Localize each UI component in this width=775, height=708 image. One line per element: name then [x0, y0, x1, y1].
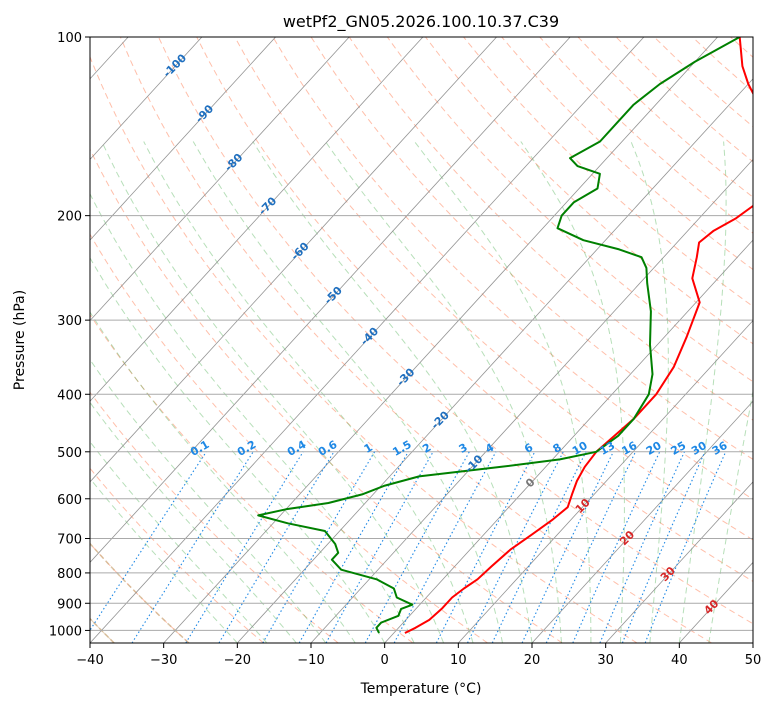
dewpoint-profile-line: [257, 37, 741, 634]
y-tick-label: 1000: [49, 624, 82, 639]
y-axis-label: Pressure (hPa): [12, 290, 28, 390]
isotherm-line: [384, 239, 753, 643]
isotherm-line: [90, 37, 571, 563]
mixing-ratio-line: [185, 451, 304, 643]
mixing-ratio-line: [644, 451, 727, 643]
y-tick-label: 300: [57, 314, 82, 329]
mixing-ratio-line: [325, 451, 434, 643]
x-tick-label: 30: [597, 653, 614, 668]
dry-adiabat-line: [196, 37, 753, 582]
isotherm-line: [90, 37, 497, 483]
isotherm-line: [458, 319, 753, 643]
isotherm-line: [90, 37, 645, 643]
dry-adiabat-line: [90, 467, 264, 643]
x-tick-label: 20: [524, 653, 541, 668]
dry-adiabat-line: [90, 233, 488, 643]
isotherm-line: [605, 481, 753, 643]
isotherm-line: [90, 37, 276, 241]
plot-frame: [89, 36, 754, 644]
y-tick-label: 600: [57, 493, 82, 508]
x-tick-label: 10: [450, 653, 467, 668]
isotherm-line: [90, 37, 424, 402]
dry-adiabat-line: [234, 37, 753, 541]
x-tick-label: −40: [76, 653, 103, 668]
x-tick-label: −30: [150, 653, 177, 668]
dry-adiabats: [90, 37, 753, 643]
isotherm-line: [90, 37, 350, 322]
x-tick-label: 50: [745, 653, 762, 668]
x-axis-ticks: −40 −30 −20 −10 0 10 20 30 40 50: [76, 643, 761, 668]
temperature-profile-line: [404, 37, 753, 634]
dry-adiabat-line: [310, 37, 753, 460]
x-tick-label: 0: [381, 653, 389, 668]
dry-adiabat-line: [90, 148, 563, 643]
dry-adiabat-line: [272, 37, 753, 500]
mixing-ratio-line: [218, 451, 335, 643]
dry-adiabat-line: [90, 542, 190, 643]
mixing-ratio-line: [393, 451, 497, 643]
dry-adiabat-line: [90, 55, 638, 643]
isotherm-line: [237, 78, 753, 643]
y-tick-label: 500: [57, 446, 82, 461]
isotherm-line: [163, 37, 718, 643]
chart-title: wetPf2_GN05.2026.100.10.37.C39: [283, 12, 559, 32]
isotherm-line: [531, 400, 753, 643]
x-tick-label: 40: [671, 653, 688, 668]
x-axis-label: Temperature (°C): [360, 681, 482, 697]
isotherm-line: [90, 37, 203, 161]
x-tick-label: −20: [224, 653, 251, 668]
x-tick-label: −10: [297, 653, 324, 668]
dry-adiabat-line: [348, 37, 753, 421]
pressure-gridlines: [90, 37, 753, 631]
dry-adiabat-line: [386, 37, 753, 383]
mixing-ratio-line: [621, 451, 706, 643]
dry-adiabat-line: [119, 37, 712, 643]
mixing-ratio-line: [599, 451, 685, 643]
skewed-isotherms: [90, 37, 753, 643]
plot-area: -100-90-80-70-60-50-40-30-20-10010203040…: [90, 37, 753, 643]
mixing-ratio-line: [467, 451, 564, 643]
y-tick-label: 200: [57, 210, 82, 225]
mixing-ratio-line: [364, 451, 470, 643]
mixing-ratio-line: [491, 451, 587, 643]
y-tick-label: 100: [57, 31, 82, 46]
mixing-ratio-line: [131, 451, 254, 643]
mixing-ratio-lines: [90, 451, 727, 643]
sounding-profiles: [257, 37, 753, 634]
y-tick-label: 400: [57, 388, 82, 403]
dry-adiabat-line: [158, 37, 753, 625]
y-tick-label: 900: [57, 597, 82, 612]
isotherm-line: [310, 158, 753, 643]
y-axis-ticks: 100 200 300 400 500 600 700 800 900 1000: [49, 31, 90, 639]
mixing-ratio-line: [90, 451, 207, 632]
y-tick-label: 700: [57, 533, 82, 548]
y-tick-label: 800: [57, 567, 82, 582]
